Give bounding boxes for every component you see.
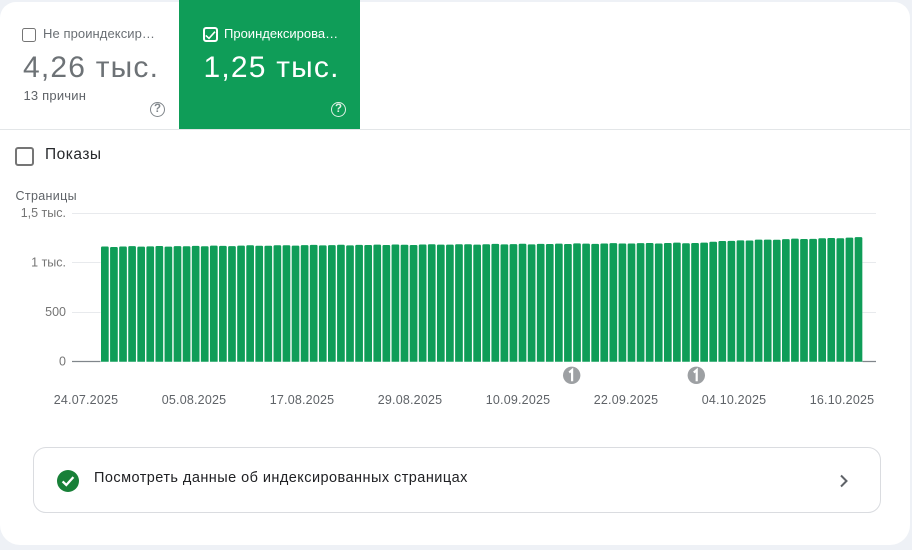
svg-text:24.07.2025: 24.07.2025 (54, 393, 119, 407)
svg-text:10.09.2025: 10.09.2025 (486, 393, 551, 407)
svg-text:16.10.2025: 16.10.2025 (810, 393, 875, 407)
svg-text:04.10.2025: 04.10.2025 (702, 393, 767, 407)
svg-text:17.08.2025: 17.08.2025 (270, 393, 335, 407)
svg-text:1,5 тыс.: 1,5 тыс. (21, 206, 66, 220)
svg-text:1 тыс.: 1 тыс. (31, 255, 66, 269)
svg-text:500: 500 (45, 305, 66, 319)
svg-text:22.09.2025: 22.09.2025 (594, 393, 659, 407)
svg-text:29.08.2025: 29.08.2025 (378, 393, 443, 407)
svg-text:05.08.2025: 05.08.2025 (162, 393, 227, 407)
svg-text:0: 0 (59, 354, 66, 368)
